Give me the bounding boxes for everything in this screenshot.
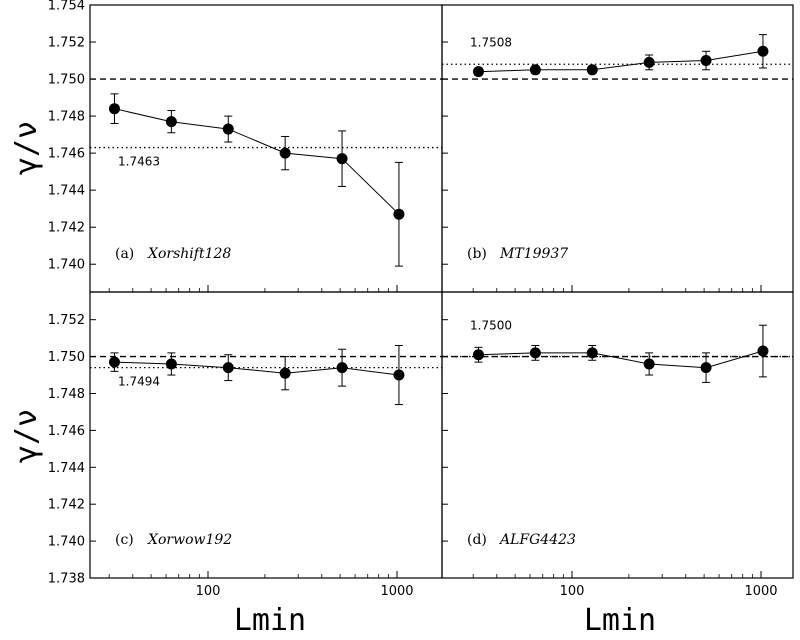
data-point — [529, 64, 541, 76]
panel-label: (d) — [467, 532, 487, 548]
y-tick-label: 1.752 — [48, 36, 85, 51]
data-point — [222, 362, 234, 374]
data-point — [393, 369, 405, 381]
panel-generator-name: ALFG4423 — [498, 532, 576, 548]
data-point — [757, 345, 769, 357]
data-point — [643, 56, 655, 68]
data-point — [472, 66, 484, 78]
y-tick-label: 1.746 — [48, 424, 85, 439]
data-point — [586, 64, 598, 76]
panel-frame — [89, 4, 443, 293]
y-axis-label-bottom: γ/ν — [9, 409, 44, 463]
panels: 1.7463 (a) Xorshift128 1.740 1.742 1.744 1.746… — [48, 0, 794, 599]
y-tick-label: 1.742 — [48, 221, 85, 236]
series-line — [478, 350, 764, 369]
y-tick-label: 1.740 — [48, 535, 85, 550]
data-point — [700, 362, 712, 374]
x-tick-label: 1000 — [744, 584, 777, 599]
panel-c: 1.7494 (c) Xorwow192 1.738 1.740 1.742 1.744 1.… — [48, 291, 443, 599]
x-tick-label: 100 — [560, 584, 585, 599]
fit-value-label: 1.7463 — [118, 155, 160, 169]
y-tick-label: 1.750 — [48, 350, 85, 365]
data-point — [108, 356, 120, 368]
x-tick-label: 1000 — [380, 584, 413, 599]
panel-frame — [89, 291, 443, 579]
series-line — [114, 361, 399, 376]
y-tick-label: 1.752 — [48, 313, 85, 328]
data-point — [279, 147, 291, 159]
y-tick-label: 1.744 — [48, 461, 85, 476]
x-axis-label-right: Lmin — [584, 603, 656, 638]
x-tick-label: 100 — [196, 584, 221, 599]
panel-frame — [441, 291, 794, 579]
y-tick-label: 1.744 — [48, 184, 85, 199]
panel-a: 1.7463 (a) Xorshift128 1.740 1.742 1.744 1.746… — [48, 0, 443, 293]
panel-b: 1.7508 (b) MT19937 — [441, 4, 794, 293]
y-tick-label: 1.750 — [48, 73, 85, 88]
series-line — [114, 108, 400, 215]
panel-generator-name: MT19937 — [499, 246, 568, 262]
y-tick-label: 1.754 — [48, 0, 85, 14]
y-tick-label: 1.740 — [48, 258, 85, 273]
data-point — [643, 358, 655, 370]
panel-label: (c) — [115, 532, 134, 548]
data-point — [279, 367, 291, 379]
panel-label: (a) — [115, 246, 134, 262]
fit-value-label: 1.7500 — [470, 319, 512, 333]
data-point — [108, 103, 120, 115]
panel-generator-name: Xorwow192 — [147, 532, 232, 548]
data-point — [472, 349, 484, 361]
y-tick-label: 1.748 — [48, 387, 85, 402]
fit-value-label: 1.7508 — [470, 35, 512, 49]
data-point — [336, 153, 348, 165]
x-axis-label-left: Lmin — [234, 603, 306, 638]
y-tick-label: 1.748 — [48, 110, 85, 125]
data-point — [757, 45, 769, 57]
data-point — [336, 362, 348, 374]
series-line — [478, 50, 763, 73]
data-point — [222, 123, 234, 135]
data-point — [529, 347, 541, 359]
data-point — [586, 347, 598, 359]
y-axis-label-top: γ/ν — [9, 121, 44, 175]
panel-d: 1.7500 (d) ALFG4423 100 1000 — [441, 291, 794, 599]
panel-label: (b) — [467, 246, 487, 262]
data-point — [165, 358, 177, 370]
y-tick-label: 1.742 — [48, 498, 85, 513]
data-point — [393, 208, 405, 220]
y-tick-label: 1.738 — [48, 572, 85, 587]
panel-generator-name: Xorshift128 — [147, 246, 231, 262]
y-tick-label: 1.746 — [48, 147, 85, 162]
fit-value-label: 1.7494 — [118, 375, 160, 389]
data-point — [165, 116, 177, 128]
data-point — [700, 55, 712, 67]
